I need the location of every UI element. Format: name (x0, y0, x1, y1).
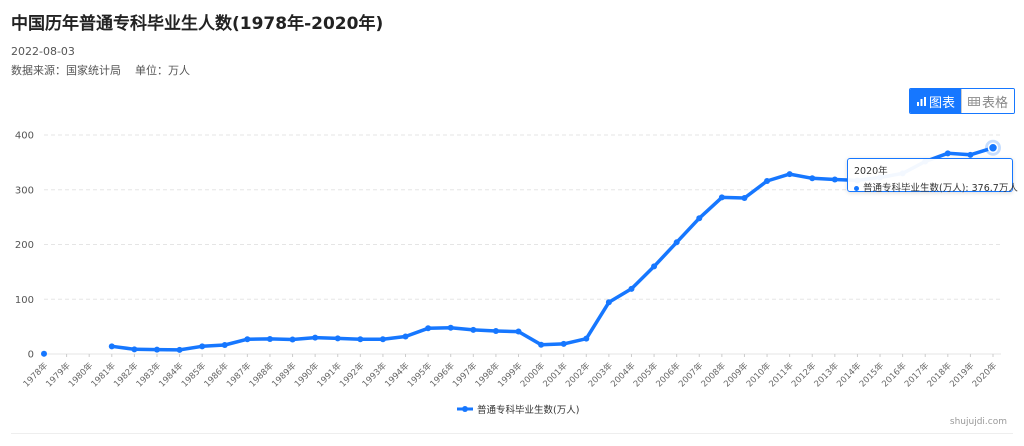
data-point (244, 336, 251, 343)
data-point (809, 175, 816, 182)
data-point (515, 328, 522, 335)
site-credit: shujujdi.com (949, 417, 1007, 427)
data-source: 数据来源：国家统计局 (11, 64, 121, 77)
data-point (944, 150, 951, 157)
data-point (131, 346, 138, 353)
data-point (447, 324, 454, 331)
data-point-highlighted (987, 142, 999, 154)
data-point (176, 346, 183, 353)
chart-icon (917, 96, 926, 106)
tooltip-marker (854, 186, 859, 191)
data-point (696, 215, 703, 222)
data-point (402, 333, 409, 340)
data-point (221, 341, 228, 348)
chart-view-button[interactable]: 图表 (910, 89, 962, 113)
chart-view-label: 图表 (929, 95, 956, 111)
y-tick-label: 100 (15, 295, 34, 306)
view-toggle: 图表 表格 (909, 88, 1016, 114)
legend-line-icon (457, 406, 473, 412)
data-point (379, 336, 386, 343)
data-point (266, 335, 273, 342)
table-view-button[interactable]: 表格 (961, 89, 1015, 113)
table-icon (968, 96, 981, 106)
legend-label: 普通专科毕业生数(万人) (477, 405, 580, 416)
y-tick-label: 300 (15, 185, 34, 196)
data-point (831, 176, 838, 183)
page-title: 中国历年普通专科毕业生人数(1978年-2020年) (11, 14, 384, 34)
data-point (470, 326, 477, 333)
tooltip-text: 普通专科毕业生数(万人): 376.7万人 (863, 183, 1018, 194)
data-point (764, 177, 771, 184)
data-point (628, 285, 635, 292)
data-point (153, 346, 160, 353)
data-unit: 单位：万人 (135, 64, 190, 77)
tooltip-title: 2020年 (854, 166, 888, 177)
data-point (312, 334, 319, 341)
data-point (425, 325, 432, 332)
data-point (289, 336, 296, 343)
data-point (718, 194, 725, 201)
data-point (583, 335, 590, 342)
footer-divider (11, 433, 1013, 434)
source-line: 数据来源：国家统计局 单位：万人 (11, 62, 190, 78)
data-point (967, 151, 974, 158)
data-point (538, 341, 545, 348)
data-point (673, 239, 680, 246)
y-tick-label: 0 (28, 350, 34, 361)
chart-legend[interactable]: 普通专科毕业生数(万人) (457, 402, 579, 416)
data-point (605, 299, 612, 306)
y-tick-label: 400 (15, 131, 34, 142)
data-point (108, 343, 115, 350)
table-view-label: 表格 (982, 95, 1009, 111)
data-point (199, 343, 206, 350)
x-tick-label: 2020年 (970, 360, 999, 389)
data-point (651, 263, 658, 270)
data-point (357, 336, 364, 343)
data-point (741, 194, 748, 201)
y-tick-label: 200 (15, 240, 34, 251)
data-point (786, 171, 793, 178)
chart-tooltip: 2020年 普通专科毕业生数(万人): 376.7万人 (847, 158, 1018, 194)
data-point (560, 340, 567, 347)
data-point (492, 328, 499, 335)
data-point (334, 335, 341, 342)
series-line (110, 146, 995, 352)
publish-date: 2022-08-03 (11, 45, 75, 58)
data-point (41, 350, 47, 357)
